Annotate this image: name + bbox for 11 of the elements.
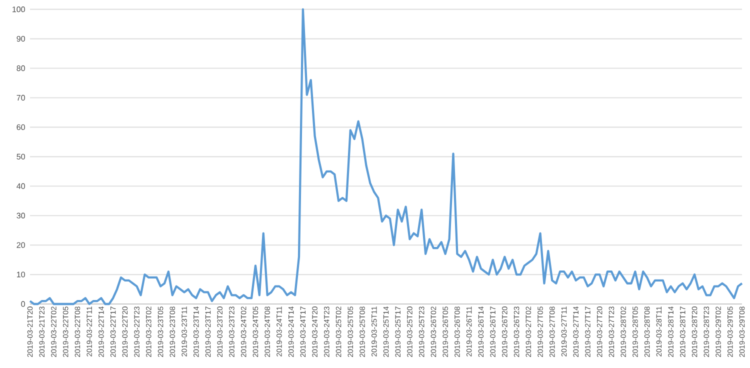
y-tick-label: 80 — [16, 65, 25, 72]
y-tick-label: 40 — [16, 183, 25, 189]
y-tick-label: 50 — [16, 154, 25, 160]
y-tick-label: 30 — [16, 212, 25, 218]
y-tick-label: 20 — [16, 242, 25, 248]
y-tick-label: 0 — [21, 301, 25, 307]
y-tick-label: 90 — [16, 36, 25, 42]
y-tick-label: 60 — [16, 124, 25, 130]
y-tick-label: 100 — [12, 6, 25, 12]
y-tick-label: 70 — [16, 94, 25, 101]
y-tick-label: 10 — [16, 272, 25, 278]
